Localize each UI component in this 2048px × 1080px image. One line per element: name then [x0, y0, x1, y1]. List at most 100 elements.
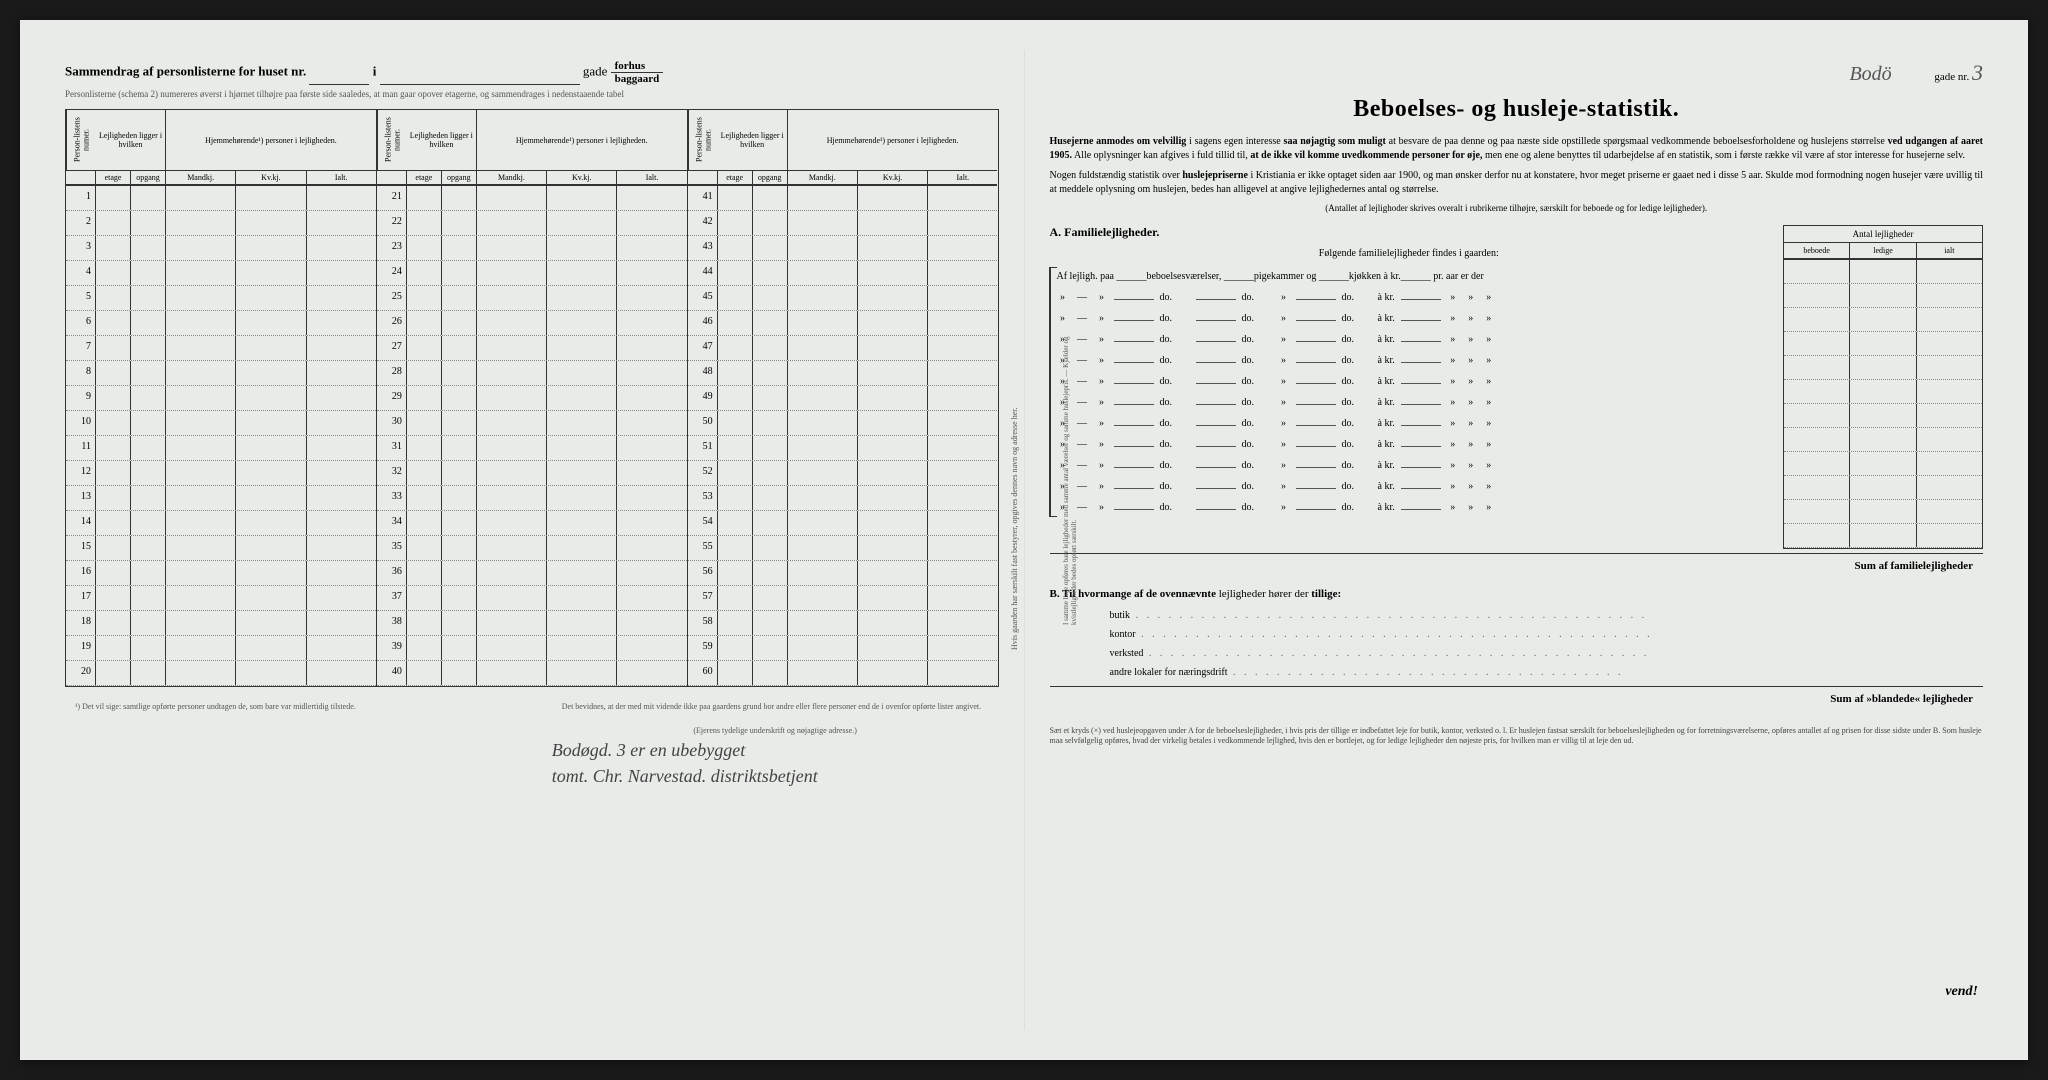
antal-row	[1784, 284, 1982, 308]
table-row: 40	[377, 661, 687, 686]
table-row: 37	[377, 586, 687, 611]
fam-row-first: Af lejligh. paa ______beboelsesværelser,…	[1057, 267, 1769, 286]
fam-row: »—»do.do.»do.à kr.»»»	[1057, 307, 1769, 328]
table-row: 16	[66, 561, 376, 586]
table-row: 47	[688, 336, 998, 361]
census-form-document: Sammendrag af personlisterne for huset n…	[20, 20, 2028, 1060]
person-summary-table: Person-listens numer.Lejligheden ligger …	[65, 109, 999, 687]
col-beboede: beboede	[1784, 243, 1850, 258]
table-row: 32	[377, 461, 687, 486]
table-row: 20	[66, 661, 376, 686]
table-row: 30	[377, 411, 687, 436]
b-row-kontor: kontor . . . . . . . . . . . . . . . . .…	[1050, 625, 1984, 644]
forhus-baggaard: forhus baggaard	[611, 60, 664, 85]
table-row: 17	[66, 586, 376, 611]
right-page: Bodö gade nr. 3 Beboelses- og husleje-st…	[1025, 50, 2009, 1030]
left-subheader: Personlisterne (schema 2) numereres øver…	[65, 89, 999, 99]
fam-row: »—»do.do.»do.à kr.»»»	[1057, 349, 1769, 370]
table-row: 27	[377, 336, 687, 361]
antal-row	[1784, 356, 1982, 380]
antal-row	[1784, 476, 1982, 500]
table-row: 19	[66, 636, 376, 661]
table-row: 23	[377, 236, 687, 261]
table-row: 10	[66, 411, 376, 436]
footnote-2: Det bevidnes, at der med mit vidende ikk…	[552, 702, 999, 711]
table-row: 3	[66, 236, 376, 261]
table-row: 21	[377, 186, 687, 211]
left-footnotes: ¹) Det vil sige: samtlige opførte person…	[65, 687, 999, 787]
table-row: 44	[688, 261, 998, 286]
table-row: 22	[377, 211, 687, 236]
fam-row: »—»do.do.»do.à kr.»»»	[1057, 412, 1769, 433]
intro-center-note: (Antallet af lejlighoder skrives overalt…	[1050, 203, 1984, 213]
table-row: 59	[688, 636, 998, 661]
table-row: 45	[688, 286, 998, 311]
title-prefix: Sammendrag af personlisterne for huset n…	[65, 64, 306, 79]
footnote-2-sub: (Ejerens tydelige underskrift og nøjagti…	[552, 726, 999, 735]
fam-row: »—»do.do.»do.à kr.»»»	[1057, 454, 1769, 475]
table-row: 34	[377, 511, 687, 536]
col-ialt: ialt	[1917, 243, 1982, 258]
table-block-2: Person-listens numer.Lejligheden ligger …	[377, 110, 688, 686]
table-row: 13	[66, 486, 376, 511]
col-ledige: ledige	[1850, 243, 1916, 258]
table-row: 58	[688, 611, 998, 636]
b-row-andre: andre lokaler for næringsdrift . . . . .…	[1050, 663, 1984, 682]
table-row: 53	[688, 486, 998, 511]
table-row: 28	[377, 361, 687, 386]
table-row: 50	[688, 411, 998, 436]
antal-row	[1784, 404, 1982, 428]
section-a-label: A. Familielejligheder.	[1050, 225, 1769, 240]
table-row: 55	[688, 536, 998, 561]
antal-row	[1784, 500, 1982, 524]
table-row: 1	[66, 186, 376, 211]
vend-label: vend!	[1945, 984, 1978, 1000]
intro-paragraph-1: Husejerne anmodes om velvillig i sagens …	[1050, 135, 1984, 163]
antal-row	[1784, 524, 1982, 548]
table-row: 18	[66, 611, 376, 636]
footer-instructions: Sæt et kryds (×) ved huslejeopgaven unde…	[1050, 726, 1984, 747]
table-row: 60	[688, 661, 998, 686]
antal-subheader: beboede ledige ialt	[1784, 243, 1982, 260]
sum-familielejligheder: Sum af familielejligheder	[1050, 553, 1984, 578]
blank-husnr	[309, 73, 369, 85]
forhus-label: forhus	[611, 60, 664, 73]
right-header: Bodö gade nr. 3	[1050, 60, 1984, 86]
fam-row: »—»do.do.»do.à kr.»»»	[1057, 496, 1769, 517]
table-row: 35	[377, 536, 687, 561]
fam-row: »—»do.do.»do.à kr.»»»	[1057, 328, 1769, 349]
table-row: 41	[688, 186, 998, 211]
section-b-label: B. Til hvormange af de ovennævnte lejlig…	[1050, 588, 1984, 600]
fam-row: »—»do.do.»do.à kr.»»»	[1057, 286, 1769, 307]
fam-row: »—»do.do.»do.à kr.»»»	[1057, 370, 1769, 391]
bracket-icon	[1049, 267, 1057, 517]
intro-paragraph-2: Nogen fuldstændig statistik over husleje…	[1050, 169, 1984, 197]
table-row: 5	[66, 286, 376, 311]
folgende-label: Følgende familielejligheder findes i gaa…	[1050, 248, 1769, 259]
table-row: 42	[688, 211, 998, 236]
footnote-1: ¹) Det vil sige: samtlige opførte person…	[65, 702, 512, 711]
blank-street	[380, 73, 580, 85]
table-row: 8	[66, 361, 376, 386]
section-a: I samme linje opføres bare lejligheder m…	[1050, 225, 1984, 549]
table-row: 33	[377, 486, 687, 511]
main-title: Beboelses- og husleje-statistik.	[1050, 96, 1984, 123]
handwritten-street: Bodö	[1849, 63, 1891, 85]
title-i: i	[373, 64, 377, 79]
table-row: 2	[66, 211, 376, 236]
table-row: 9	[66, 386, 376, 411]
sum-blandede: Sum af »blandede« lejligheder	[1050, 686, 1984, 711]
table-row: 29	[377, 386, 687, 411]
antal-lejligheder-box: Antal lejligheder beboede ledige ialt	[1783, 225, 1983, 549]
fam-row: »—»do.do.»do.à kr.»»»	[1057, 475, 1769, 496]
b-row-verksted: verksted . . . . . . . . . . . . . . . .…	[1050, 644, 1984, 663]
table-row: 6	[66, 311, 376, 336]
table-row: 54	[688, 511, 998, 536]
gade-nr-label: gade nr.	[1934, 71, 1969, 83]
handwritten-number: 3	[1972, 60, 1983, 85]
left-page: Sammendrag af personlisterne for huset n…	[40, 50, 1025, 1030]
table-row: 15	[66, 536, 376, 561]
table-row: 56	[688, 561, 998, 586]
antal-row	[1784, 452, 1982, 476]
antal-header: Antal lejligheder	[1784, 226, 1982, 243]
